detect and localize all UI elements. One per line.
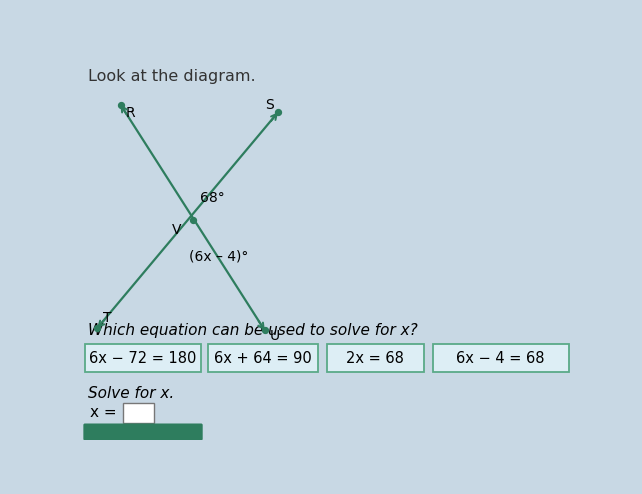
- Point: [92, 324, 103, 332]
- Text: 2x = 68: 2x = 68: [346, 351, 404, 366]
- Text: S: S: [265, 98, 274, 113]
- Text: Look at the diagram.: Look at the diagram.: [88, 69, 256, 83]
- Text: Solve for x.: Solve for x.: [88, 386, 174, 401]
- Text: V: V: [172, 223, 182, 237]
- FancyBboxPatch shape: [83, 423, 203, 441]
- FancyBboxPatch shape: [123, 403, 154, 423]
- Text: 6x − 72 = 180: 6x − 72 = 180: [89, 351, 196, 366]
- Point: [187, 216, 198, 224]
- Point: [259, 327, 270, 334]
- Text: 6x + 64 = 90: 6x + 64 = 90: [214, 351, 312, 366]
- Text: R: R: [126, 106, 135, 120]
- Text: 6x − 4 = 68: 6x − 4 = 68: [456, 351, 545, 366]
- Text: T: T: [103, 311, 111, 325]
- FancyBboxPatch shape: [327, 344, 424, 372]
- Text: Which equation can be used to solve for x?: Which equation can be used to solve for …: [88, 323, 418, 337]
- Text: (6x – 4)°: (6x – 4)°: [189, 249, 248, 263]
- Text: x =: x =: [89, 405, 116, 420]
- FancyBboxPatch shape: [208, 344, 318, 372]
- FancyBboxPatch shape: [433, 344, 569, 372]
- Text: 68°: 68°: [200, 191, 225, 205]
- Point: [273, 109, 283, 117]
- FancyBboxPatch shape: [85, 344, 201, 372]
- Text: U: U: [270, 329, 281, 343]
- Point: [116, 101, 126, 109]
